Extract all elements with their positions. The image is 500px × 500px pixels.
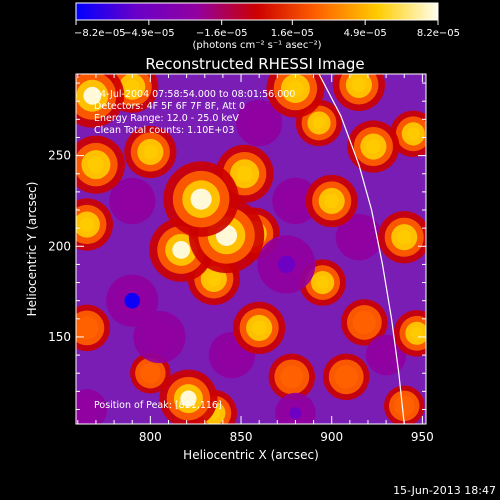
x-tick-label: 850 xyxy=(230,430,253,444)
heatmap-blob xyxy=(322,353,370,401)
colorbar-tick-label: 1.6e−05 xyxy=(271,28,314,39)
x-tick-label: 950 xyxy=(411,430,434,444)
x-tick-label: 900 xyxy=(320,430,343,444)
chart-title: Reconstructed RHESSI Image xyxy=(145,55,364,73)
annotation-time-range: 14-Jul-2004 07:58:54.000 to 08:01:56.000 xyxy=(94,89,295,100)
heatmap-blob xyxy=(235,99,283,147)
annotation-energy-range: Energy Range: 12.0 - 25.0 keV xyxy=(94,113,239,124)
heatmap-blob xyxy=(257,235,316,294)
heatmap-blob xyxy=(124,125,177,179)
heatmap-blob xyxy=(393,310,426,357)
colorbar-units-label: (photons cm⁻² s⁻¹ asec⁻²) xyxy=(192,40,321,51)
colorbar-tick-label: 4.9e−05 xyxy=(344,28,387,39)
y-tick-label: 250 xyxy=(48,149,71,163)
heatmap-blob xyxy=(347,120,400,173)
heatmap-blob xyxy=(275,392,316,424)
heatmap-blob xyxy=(76,74,125,128)
heatmap-blob xyxy=(76,389,108,424)
heatmap-blob xyxy=(76,198,113,251)
heatmap-blob xyxy=(133,310,186,364)
heatmap-blob xyxy=(341,299,388,346)
x-axis-label: Heliocentric X (arcsec) xyxy=(183,448,319,462)
colorbar-tick-label: −4.9e−05 xyxy=(123,28,175,39)
heatmap-blob xyxy=(305,174,358,228)
annotation-detectors: Detectors: 4F 5F 6F 7F 8F, Att 0 xyxy=(94,101,245,112)
heatmap-blob xyxy=(159,369,218,424)
x-tick-label: 800 xyxy=(139,430,162,444)
heatmap-blob xyxy=(383,385,425,424)
heatmap-blob xyxy=(76,304,111,352)
y-tick-label: 150 xyxy=(48,330,71,344)
heatmap-blob xyxy=(332,74,386,111)
plot-area: 800 850 900 950 150 200 250 xyxy=(48,73,434,444)
heatmap-blob xyxy=(378,211,426,264)
plot-frame xyxy=(75,73,427,425)
heatmap-blob xyxy=(109,177,156,225)
heatmap-blob xyxy=(163,161,239,237)
colorbar-tick-label: −1.6e−05 xyxy=(196,28,248,39)
heatmap-blob xyxy=(266,74,325,118)
heatmap-blob xyxy=(335,214,383,261)
y-tick-label: 200 xyxy=(48,239,71,253)
plot-annotations: 14-Jul-2004 07:58:54.000 to 08:01:56.000… xyxy=(94,89,295,411)
footer-date: 15-Jun-2013 18:47 xyxy=(393,484,496,497)
y-axis-label: Heliocentric Y (arcsec) xyxy=(25,182,39,317)
heatmap-blob xyxy=(130,352,171,394)
colorbar: −8.2e−05−4.9e−05 −1.6e−05 1.6e−05 4.9e−05 8.… xyxy=(74,2,460,51)
annotation-clean-total-counts: Clean Total counts: 1.10E+03 xyxy=(94,125,234,136)
heatmap xyxy=(76,74,426,424)
solar-limb-line xyxy=(318,74,405,424)
heatmap-blob xyxy=(233,301,286,354)
heatmap-blob xyxy=(106,274,159,327)
colorbar-tick-label: 8.2e−05 xyxy=(417,28,460,39)
colorbar-gradient xyxy=(75,2,439,21)
heatmap-blob xyxy=(268,353,316,401)
colorbar-ticks: −8.2e−05−4.9e−05 −1.6e−05 1.6e−05 4.9e−05 8.… xyxy=(74,20,460,39)
heatmap-blob xyxy=(365,334,407,376)
heatmap-blob xyxy=(272,177,319,225)
annotation-peak-position: Position of Peak: [821,116] xyxy=(94,400,222,411)
colorbar-tick-label: −8.2e−05 xyxy=(74,28,126,39)
heatmap-blob xyxy=(76,135,125,194)
axis-ticks: 800 850 900 950 150 200 250 xyxy=(48,74,434,444)
